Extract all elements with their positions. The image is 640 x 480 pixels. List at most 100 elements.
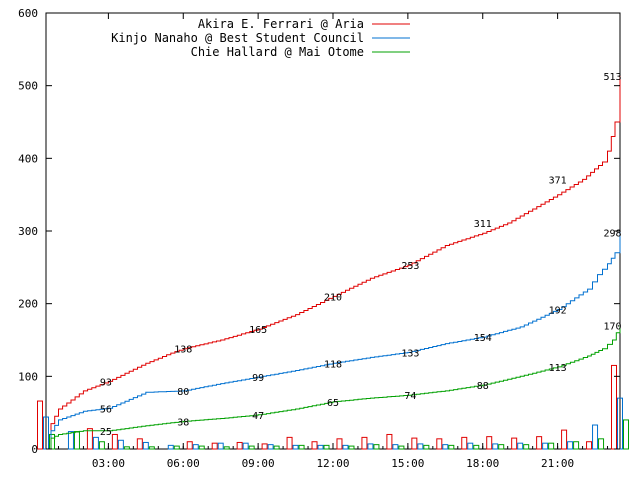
hourly-bar [398,445,405,450]
hourly-bar [142,441,149,450]
data-label: 25 [100,427,112,438]
data-label: 192 [549,305,567,316]
x-tick-label: 15:00 [391,457,424,470]
hourly-bar [192,444,199,450]
x-tick-label: 09:00 [242,457,275,470]
hourly-bar [423,444,430,450]
y-tick-label: 300 [18,225,38,238]
hourly-bar [348,445,355,450]
legend-entry-label: Kinjo Nanaho @ Best Student Council [111,31,364,45]
data-label: 138 [174,345,192,356]
hourly-bar [548,442,555,450]
hourly-bar [242,442,249,450]
hourly-bar [448,444,455,450]
plot-frame [45,12,621,450]
hourly-bar [292,444,299,450]
hourly-bar [336,438,343,450]
hourly-bar [573,441,580,450]
hourly-bar [342,444,349,450]
legend-entry-label: Akira E. Ferrari @ Aria [198,17,364,31]
hourly-bar [167,444,174,450]
data-label: 133 [401,348,419,359]
data-label: 99 [252,373,264,384]
y-tick-label: 100 [18,370,38,383]
hourly-bar [37,400,43,450]
data-label: 165 [249,325,267,336]
data-label: 118 [324,359,342,370]
hourly-bar [542,442,549,450]
data-label: 80 [177,387,189,398]
x-tick-label: 03:00 [92,457,125,470]
y-tick-label: 0 [31,443,38,456]
hourly-bar [211,442,218,450]
hourly-bar [217,442,224,450]
data-label: 210 [324,292,342,303]
hourly-bar [223,446,230,450]
hourly-bar [473,444,480,450]
hourly-bar [323,444,330,450]
x-tick-label: 12:00 [316,457,349,470]
hourly-bar [123,446,130,450]
hourly-bar [373,444,380,450]
hourly-bar [148,446,155,450]
hourly-bar [317,444,324,450]
data-label: 253 [401,261,419,272]
hourly-bar [567,441,574,450]
y-tick-label: 600 [18,7,38,20]
hourly-bar [186,441,193,450]
hourly-bar [492,443,499,450]
hourly-bar [611,364,617,450]
axes: 0 100 200 300 400 500 600 03:00 06:00 09:00 12:00 1… [18,7,620,470]
hourly-bar [98,441,105,450]
hourly-bar [498,444,505,450]
hourly-bar [411,437,418,450]
hourly-bar [392,444,399,450]
data-label: 88 [477,381,489,392]
hourly-bar [442,444,449,450]
hourly-bar [417,443,424,450]
data-label: 56 [100,404,112,415]
hourly-bar [511,437,518,450]
hourly-bar [461,436,468,450]
hourly-bar [286,436,293,450]
hourly-bar [261,443,268,450]
hourly-bar [92,436,99,450]
data-label: 298 [603,228,621,239]
hourly-bar [523,444,530,450]
y-tick-label: 200 [18,298,38,311]
hourly-bar [517,442,524,450]
data-labels: 93 138 165 210 253 311 371 513 56 80 99 118 133 154 19… [100,72,622,438]
data-label: 93 [100,377,112,388]
hourly-bar [267,444,274,450]
hourly-bar [86,428,93,450]
hourly-bar [361,436,368,450]
hourly-bar [236,441,243,450]
hourly-bar [311,441,318,450]
cumulative-line [46,76,621,450]
hourly-bar [49,433,55,450]
hourly-bar [436,438,443,450]
data-label: 113 [549,363,567,374]
hourly-bar [173,445,180,450]
cumulative-line [46,325,621,450]
data-label: 154 [474,333,492,344]
hourly-bar [467,442,474,450]
hourly-bar [592,424,599,450]
x-tick-label: 18:00 [466,457,499,470]
data-label: 513 [603,72,621,83]
cumulative-line [46,232,621,450]
hourly-bar [111,433,118,450]
data-label: 311 [474,219,492,230]
hourly-bar [273,445,280,450]
hourly-bar [586,441,593,450]
hourly-bar [67,431,74,450]
x-tick-label: 21:00 [541,457,574,470]
x-tick-label: 06:00 [167,457,200,470]
y-tick-label: 500 [18,80,38,93]
cumulative-lines [46,76,621,450]
hourly-bar [298,444,305,450]
hourly-bar [536,436,543,450]
y-tick-label: 400 [18,152,38,165]
